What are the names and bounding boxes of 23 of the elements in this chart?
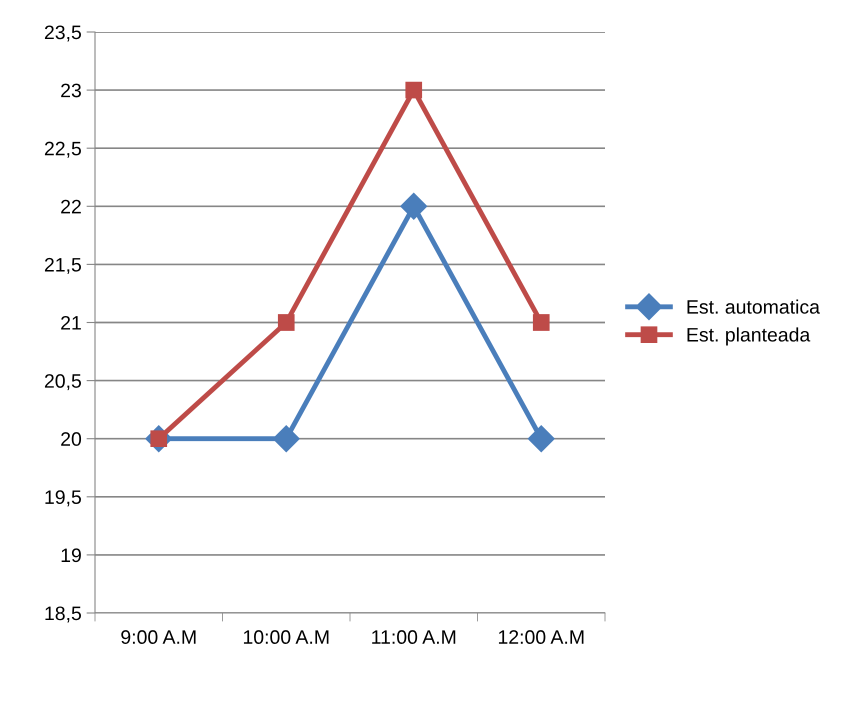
point — [278, 314, 295, 331]
point — [400, 192, 428, 220]
point — [272, 425, 300, 452]
y-tick-label: 19 — [62, 548, 81, 562]
y-tick-label: 19,5 — [45, 490, 81, 506]
y-tick-label: 23,5 — [44, 25, 81, 42]
x-tick-label: 12:00 A.M — [498, 630, 584, 644]
x-tick-label: 11:00 A.M — [372, 630, 456, 644]
y-tick-label: 22 — [61, 200, 81, 214]
y-tick-label: 22,5 — [44, 142, 81, 158]
y-tick-label: 23 — [61, 84, 81, 98]
y-tick-label: 18,5 — [45, 606, 81, 623]
point — [532, 314, 550, 331]
y-tick-label: 20,5 — [44, 374, 81, 390]
x-tick-label: 10:00 A.M — [244, 630, 328, 644]
legend-label: Est. planteada — [688, 327, 810, 346]
legend-label: Est. automatica — [688, 300, 820, 314]
point — [528, 425, 555, 452]
x-tick-label: 9:00 A.M — [121, 630, 196, 644]
point — [405, 82, 422, 98]
y-tick-label: 21 — [61, 316, 81, 330]
y-tick-label: 21,5 — [44, 258, 81, 274]
y-tick-label: 20 — [61, 432, 82, 446]
